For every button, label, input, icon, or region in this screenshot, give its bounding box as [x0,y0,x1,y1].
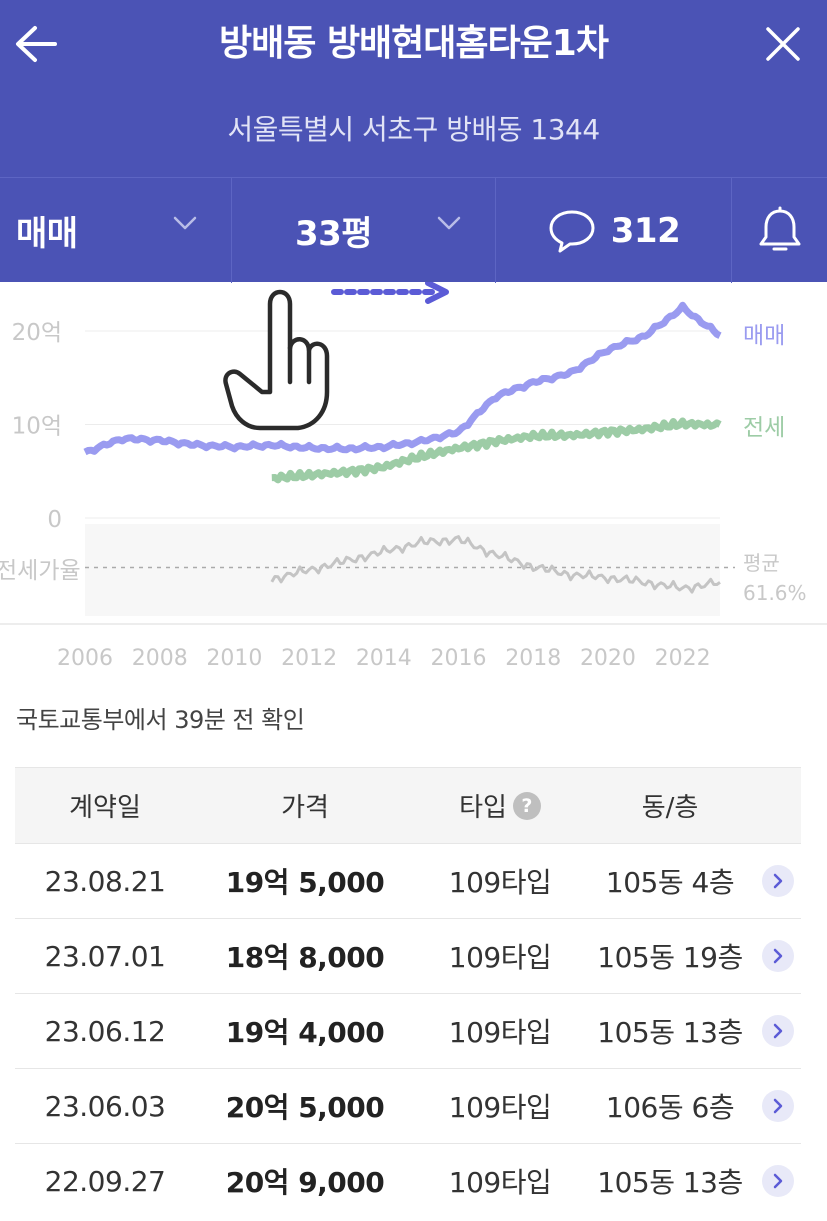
row-type: 109타입 [448,866,552,899]
header-type-cell: 타입 ? [415,787,585,824]
app-header: 방배동 방배현대홈타운1차 서울특별시 서초구 방배동 1344 매매 33평 … [0,0,827,283]
ratio-average-value: 61.6% [743,581,807,605]
chevron-right-icon [773,1098,783,1114]
jeonse-series-label: 전세 [743,415,785,441]
x-tick-label: 2022 [655,646,711,671]
table-row[interactable]: 23.06.03 20억 5,000 109타입 106동 6층 [15,1068,801,1143]
back-button[interactable] [10,18,62,70]
y-tick-label: 20억 [12,320,62,346]
comment-count: 312 [610,210,681,251]
ratio-label: 전세가율 [0,558,81,584]
jeonse-line [271,417,722,484]
close-icon [766,27,800,61]
comments-button[interactable]: 312 [496,178,732,283]
row-date: 23.08.21 [44,864,166,898]
row-detail-button[interactable] [762,1090,794,1122]
speech-bubble-icon [549,210,595,252]
filter-bar: 매매 33평 312 [0,177,827,283]
chevron-right-icon [773,1173,783,1189]
header-location: 동/층 [641,793,699,823]
x-tick-label: 2018 [505,646,561,671]
dotted-arrow-icon [331,282,449,304]
x-tick-label: 2006 [57,646,113,671]
row-detail-button[interactable] [762,1015,794,1047]
row-type: 109타입 [448,941,552,974]
ratio-line [270,535,721,594]
chevron-down-icon [437,216,461,230]
sale-series-label: 매매 [743,323,785,349]
page-title: 방배동 방배현대홈타운1차 [219,23,609,64]
row-date: 23.07.01 [44,939,166,973]
row-location: 105동 4층 [605,866,735,899]
header-date: 계약일 [69,793,141,823]
question-icon[interactable]: ? [512,791,541,820]
header-type: 타입 [459,793,507,823]
size-dropdown[interactable]: 33평 [232,178,496,283]
bell-icon [759,206,800,250]
row-price: 20억 5,000 [225,1091,385,1124]
chevron-down-icon [173,216,197,230]
row-date: 22.09.27 [44,1164,166,1198]
x-tick-label: 2014 [356,646,412,671]
deal-type-dropdown[interactable]: 매매 [0,178,232,283]
notification-button[interactable] [732,178,827,283]
table-row[interactable]: 23.06.12 19억 4,000 109타입 105동 13층 [15,993,801,1068]
table-row[interactable]: 22.09.27 20억 9,000 109타입 105동 13층 [15,1143,801,1218]
row-location: 106동 6층 [605,1091,735,1124]
row-date: 23.06.12 [44,1014,166,1048]
chart-divider [0,623,827,625]
table-header: 계약일 가격 타입 ? 동/층 [15,767,801,843]
row-detail-button[interactable] [762,1165,794,1197]
x-tick-label: 2010 [206,646,262,671]
back-arrow-icon [16,26,57,62]
row-detail-button[interactable] [762,865,794,897]
deal-type-label: 매매 [16,214,78,254]
size-label: 33평 [294,214,373,254]
sale-line [83,301,722,456]
row-type: 109타입 [448,1091,552,1124]
table-row[interactable]: 23.07.01 18억 8,000 109타입 105동 19층 [15,918,801,993]
row-type: 109타입 [448,1016,552,1049]
row-price: 19억 5,000 [225,866,385,899]
swipe-hand-icon [223,289,330,431]
transactions-table: 계약일 가격 타입 ? 동/층 23.08.21 19억 5,000 109타입… [15,767,801,1218]
ratio-average-label: 평균 [743,551,780,575]
row-type: 109타입 [448,1166,552,1199]
ratio-band [85,524,720,616]
row-price: 18억 8,000 [225,941,385,974]
row-date: 23.06.03 [44,1089,166,1123]
close-button[interactable] [757,18,809,70]
source-note: 국토교통부에서 39분 전 확인 [16,706,305,734]
row-price: 20억 9,000 [225,1166,385,1199]
header-price: 가격 [281,793,329,823]
chevron-right-icon [773,1023,783,1039]
x-tick-label: 2020 [580,646,636,671]
row-detail-button[interactable] [762,940,794,972]
row-location: 105동 19층 [597,941,743,974]
chevron-right-icon [773,873,783,889]
y-tick-label: 0 [47,507,62,533]
x-tick-label: 2012 [281,646,337,671]
table-row[interactable]: 23.08.21 19억 5,000 109타입 105동 4층 [15,843,801,918]
row-location: 105동 13층 [597,1016,743,1049]
row-location: 105동 13층 [597,1166,743,1199]
x-tick-label: 2016 [431,646,487,671]
chevron-right-icon [773,948,783,964]
row-price: 19억 4,000 [225,1016,385,1049]
address-text: 서울특별시 서초구 방배동 1344 [227,113,600,146]
x-tick-label: 2008 [132,646,188,671]
y-tick-label: 10억 [12,414,62,440]
